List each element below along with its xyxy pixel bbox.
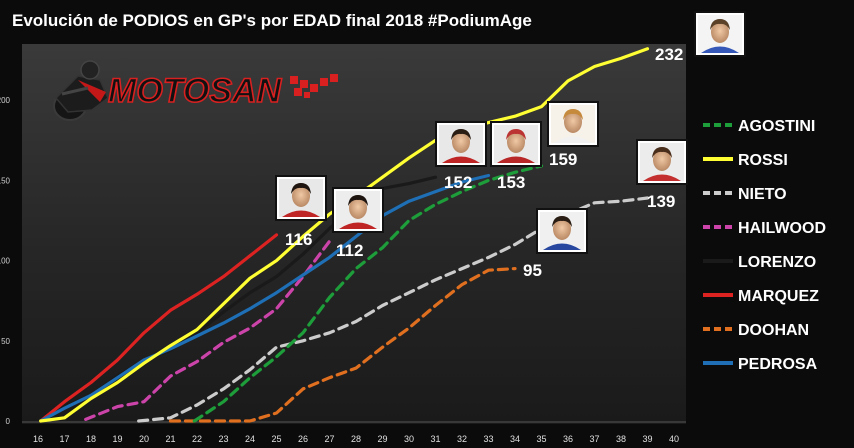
x-tick-label: 29 bbox=[377, 434, 387, 444]
end-labels: 159 232 139 112 152 116 95 153 bbox=[285, 45, 683, 280]
x-tick-label: 27 bbox=[324, 434, 334, 444]
series-line-nieto bbox=[137, 196, 650, 423]
x-tick-label: 20 bbox=[139, 434, 149, 444]
x-tick-label: 36 bbox=[563, 434, 573, 444]
series-line-agostini bbox=[192, 164, 544, 423]
series-line-doohan bbox=[168, 267, 517, 423]
x-tick-label: 16 bbox=[33, 434, 43, 444]
x-tick-label: 21 bbox=[165, 434, 175, 444]
end-label-agostini: 159 bbox=[549, 150, 577, 169]
rider-photo-nieto bbox=[636, 139, 688, 185]
x-tick-label: 22 bbox=[192, 434, 202, 444]
end-label-hailwood: 112 bbox=[336, 241, 363, 260]
legend-label-hailwood: HAILWOOD bbox=[738, 220, 826, 237]
rider-photo-rossi bbox=[694, 11, 746, 57]
legend-label-nieto: NIETO bbox=[738, 186, 787, 203]
x-tick-label: 39 bbox=[642, 434, 652, 444]
x-tick-label: 30 bbox=[404, 434, 414, 444]
legend: AGOSTINI ROSSI NIETO HAILWOOD LORENZO MARQUEZ… bbox=[703, 118, 826, 373]
rider-photo-doohan bbox=[536, 208, 588, 254]
legend-label-pedrosa: PEDROSA bbox=[738, 356, 818, 373]
legend-label-rossi: ROSSI bbox=[738, 152, 788, 169]
x-tick-label: 17 bbox=[59, 434, 69, 444]
y-tick-label: 200 bbox=[0, 96, 11, 105]
x-tick-label: 40 bbox=[669, 434, 679, 444]
y-tick-label: 0 bbox=[6, 417, 11, 426]
rider-photo-pedrosa bbox=[490, 121, 542, 167]
x-tick-label: 35 bbox=[536, 434, 546, 444]
legend-label-doohan: DOOHAN bbox=[738, 322, 809, 339]
end-label-nieto: 139 bbox=[647, 192, 675, 211]
x-tick-label: 19 bbox=[112, 434, 122, 444]
rider-photos bbox=[275, 11, 746, 254]
x-tick-label: 23 bbox=[218, 434, 228, 444]
x-tick-label: 31 bbox=[430, 434, 440, 444]
end-label-doohan: 95 bbox=[523, 261, 542, 280]
x-tick-label: 28 bbox=[351, 434, 361, 444]
x-axis: 16 17 18 19 20 21 22 23 24 25 26 27 28 29 30 31 32 33 34 35… bbox=[22, 421, 686, 444]
series-line-marquez bbox=[39, 233, 279, 423]
end-label-rossi: 232 bbox=[655, 45, 683, 64]
series-line-pedrosa bbox=[39, 173, 491, 423]
y-tick-label: 150 bbox=[0, 176, 11, 185]
logo-text: MOTOSAN bbox=[108, 72, 283, 110]
end-label-marquez: 116 bbox=[285, 230, 312, 249]
legend-label-agostini: AGOSTINI bbox=[738, 118, 815, 135]
x-tick-label: 26 bbox=[298, 434, 308, 444]
y-axis: 0 50 100 150 200 bbox=[0, 96, 11, 426]
rider-photo-lorenzo bbox=[435, 121, 487, 167]
x-tick-label: 24 bbox=[245, 434, 255, 444]
x-tick-label: 18 bbox=[86, 434, 96, 444]
end-label-lorenzo: 152 bbox=[444, 173, 472, 192]
legend-label-lorenzo: LORENZO bbox=[738, 254, 816, 271]
rider-photo-marquez bbox=[275, 175, 327, 221]
x-tick-label: 38 bbox=[616, 434, 626, 444]
legend-label-marquez: MARQUEZ bbox=[738, 288, 819, 305]
x-tick-label: 37 bbox=[589, 434, 599, 444]
x-tick-label: 33 bbox=[483, 434, 493, 444]
x-tick-label: 34 bbox=[510, 434, 520, 444]
series-line-hailwood bbox=[84, 239, 332, 421]
chart-title: Evolución de PODIOS en GP's por EDAD fin… bbox=[12, 11, 532, 30]
x-tick-label: 32 bbox=[457, 434, 467, 444]
rider-photo-hailwood bbox=[332, 187, 384, 233]
x-tick-label: 25 bbox=[271, 434, 281, 444]
y-tick-label: 50 bbox=[1, 337, 10, 346]
motosan-logo: MOTOSAN bbox=[53, 60, 338, 121]
series-lines bbox=[39, 47, 650, 423]
y-tick-label: 100 bbox=[0, 257, 11, 266]
rider-photo-agostini bbox=[547, 101, 599, 147]
checkered-flag-icon bbox=[290, 74, 338, 98]
motorbike-icon bbox=[53, 60, 109, 121]
end-label-pedrosa: 153 bbox=[497, 173, 525, 192]
